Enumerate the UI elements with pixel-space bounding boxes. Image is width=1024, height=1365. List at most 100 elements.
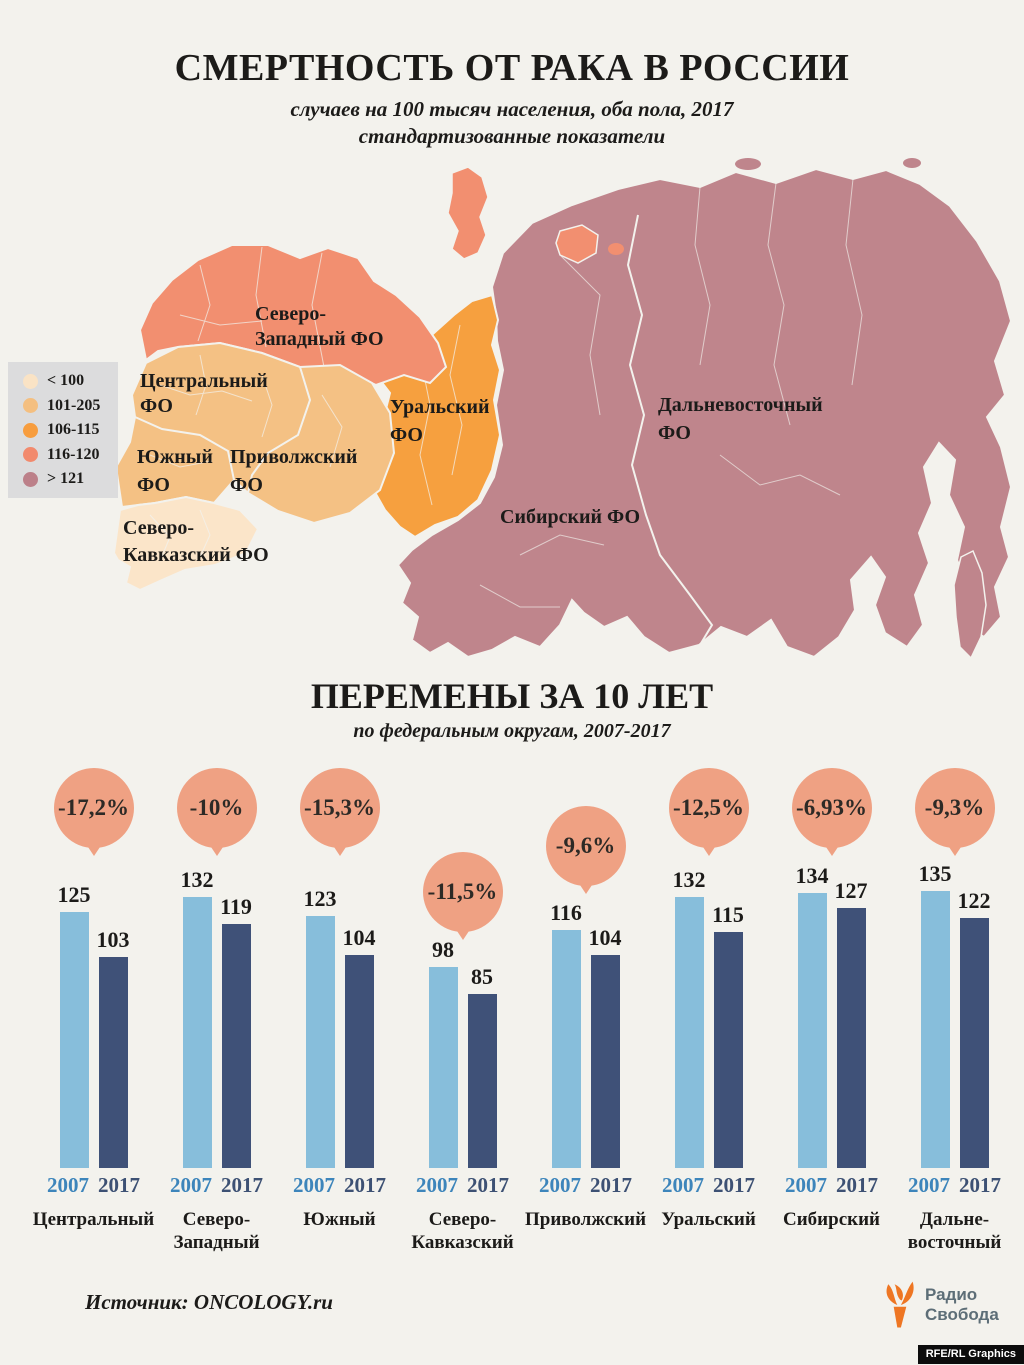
oblast-border-lines <box>179 246 325 368</box>
map-label-north-caucasus: Кавказский ФО <box>123 544 269 566</box>
change-bubble: -9,6% <box>545 806 626 886</box>
map-label-volga: ФО <box>230 474 263 496</box>
year-label-2017: 2017 <box>959 1173 1001 1197</box>
change-bubble: -6,93% <box>791 768 872 848</box>
bar-2007: 135 <box>919 861 952 1168</box>
legend-swatch <box>23 398 38 413</box>
bar-value: 135 <box>918 861 952 886</box>
bar-2017: 85 <box>467 964 497 1168</box>
arctic-island-shape <box>735 158 761 170</box>
year-labels: 2007 2017 <box>278 1173 401 1198</box>
bar-value: 132 <box>180 867 214 892</box>
bar-value: 104 <box>342 925 376 950</box>
region-far-east-siberia-shape <box>396 167 1013 659</box>
bar-chart: -17,2% 125 103 2007 2017 Центральный -10% 132 11… <box>32 765 1016 1285</box>
bar-value: 127 <box>834 878 868 903</box>
change-bubble: -17,2% <box>53 768 134 848</box>
year-labels: 2007 2017 <box>770 1173 893 1198</box>
year-label-2017: 2017 <box>221 1173 263 1197</box>
district-divider-lines <box>134 366 312 494</box>
map-label-northwest: Западный ФО <box>255 328 384 350</box>
map-label-south: ФО <box>137 474 170 496</box>
district-name: Сибирский <box>783 1209 880 1230</box>
bar-value: 115 <box>712 902 744 927</box>
bar-2017: 122 <box>958 888 991 1168</box>
section-subtitle: по федеральным округам, 2007-2017 <box>353 720 671 742</box>
bar-value: 122 <box>957 888 991 913</box>
legend-swatch <box>23 373 38 389</box>
bar-value: 134 <box>795 863 829 888</box>
legend-label: < 100 <box>47 372 85 389</box>
bar-2007: 125 <box>58 882 91 1168</box>
bar-value: 132 <box>672 867 706 892</box>
rfe-rl-credit-badge: RFE/RL Graphics <box>917 1345 1024 1364</box>
year-label-2017: 2017 <box>98 1173 140 1197</box>
bar-2017: 103 <box>97 927 130 1168</box>
legend-item: 101-205 <box>23 397 114 414</box>
bar-value: 104 <box>588 925 622 950</box>
arctic-island-shape <box>903 158 921 168</box>
map-label-northwest: Северо- <box>255 303 326 325</box>
bar-pair: 125 103 <box>32 765 155 1168</box>
bar-pair: 123 104 <box>278 765 401 1168</box>
section-title: ПЕРЕМЕНЫ ЗА 10 ЛЕТ <box>310 676 714 716</box>
year-label-2007: 2007 <box>908 1173 950 1197</box>
year-labels: 2007 2017 <box>524 1173 647 1198</box>
legend-swatch <box>23 471 38 487</box>
bar-value: 125 <box>57 882 91 907</box>
legend-item: 116-120 <box>23 445 114 463</box>
changes-section-header: ПЕРЕМЕНЫ ЗА 10 ЛЕТ по федеральным округа… <box>0 675 1024 743</box>
header: СМЕРТНОСТЬ ОТ РАКА В РОССИИ случаев на 1… <box>0 46 1024 149</box>
year-label-2007: 2007 <box>416 1173 458 1197</box>
map-legend: < 100 101-205 106-115 116-120 > 121 <box>8 362 118 498</box>
year-label-2017: 2017 <box>590 1173 632 1197</box>
year-label-2017: 2017 <box>713 1173 755 1197</box>
district-group: -15,3% 123 104 2007 2017 Южный <box>278 765 401 1285</box>
legend-label: 106-115 <box>47 421 100 438</box>
district-name: Уральский <box>661 1209 756 1230</box>
map-label-central: Центральный <box>140 370 268 392</box>
bar-2017: 115 <box>712 902 744 1168</box>
change-bubble: -9,3% <box>914 768 995 848</box>
year-label-2017: 2017 <box>344 1173 386 1197</box>
legend-swatch <box>23 447 38 462</box>
district-group: -6,93% 134 127 2007 2017 Сибирский <box>770 765 893 1285</box>
bar-2017: 104 <box>589 925 622 1168</box>
page-subtitle-line2: стандартизованные показатели <box>358 124 666 148</box>
region-northwest-island-shape <box>447 166 489 260</box>
year-label-2007: 2007 <box>47 1173 89 1197</box>
year-label-2007: 2007 <box>662 1173 704 1197</box>
year-label-2007: 2007 <box>785 1173 827 1197</box>
change-bubble: -10% <box>176 768 257 848</box>
bar-value: 116 <box>550 900 582 925</box>
change-bubble: -15,3% <box>299 768 380 848</box>
radio-svoboda-torch-icon <box>886 1281 914 1328</box>
legend-swatch <box>23 422 38 438</box>
year-label-2007: 2007 <box>539 1173 581 1197</box>
year-labels: 2007 2017 <box>32 1173 155 1198</box>
bar-2007: 123 <box>304 886 337 1168</box>
source-note: Источник: ONCOLOGY.ru <box>85 1290 333 1314</box>
bar-pair: 98 85 <box>401 765 524 1168</box>
map-label-siberia: Сибирский ФО <box>500 506 640 528</box>
bar-value: 98 <box>432 937 454 962</box>
map-label-south: Южный <box>137 446 213 468</box>
district-name: Дальне-восточный <box>907 1209 1002 1253</box>
year-labels: 2007 2017 <box>155 1173 278 1198</box>
region-northwest-island-shape <box>608 243 624 255</box>
district-name: Южный <box>303 1209 376 1230</box>
legend-item: < 100 <box>23 373 114 389</box>
bar-2017: 104 <box>343 925 376 1168</box>
bar-2017: 127 <box>835 878 868 1168</box>
bar-2007: 98 <box>428 937 458 1168</box>
district-name: Приволжский <box>524 1209 647 1230</box>
page-subtitle-line1: случаев на 100 тысяч населения, оба пола… <box>290 97 734 121</box>
bar-value: 103 <box>96 927 130 952</box>
legend-label: > 121 <box>47 470 85 487</box>
bar-pair: 132 115 <box>647 765 770 1168</box>
district-group: -12,5% 132 115 2007 2017 Уральский <box>647 765 770 1285</box>
russia-choropleth-map: Северо- Западный ФО Центральный ФО Ураль… <box>112 158 1013 660</box>
year-label-2007: 2007 <box>293 1173 335 1197</box>
legend-label: 116-120 <box>47 445 100 463</box>
